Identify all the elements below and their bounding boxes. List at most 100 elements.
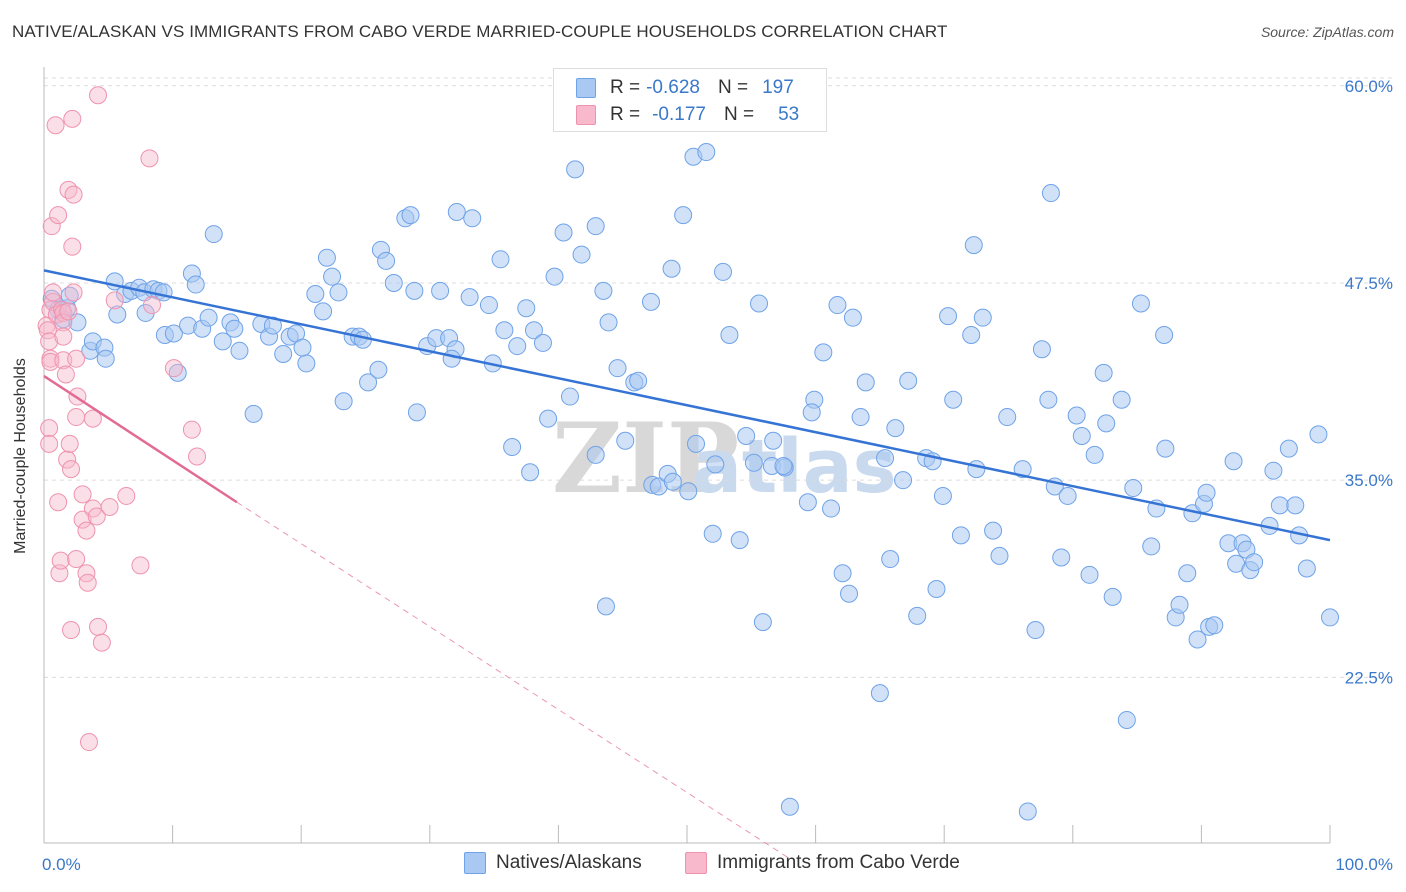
- source-label: Source: ZipAtlas.com: [1260, 24, 1394, 40]
- point-cabo-verde: [62, 621, 81, 640]
- point-natives: [1205, 616, 1224, 635]
- point-natives: [1067, 406, 1086, 425]
- point-cabo-verde: [63, 237, 82, 256]
- point-natives: [442, 349, 461, 368]
- point-natives: [533, 333, 552, 352]
- legend-r-value: -0.177: [652, 104, 706, 125]
- point-natives: [359, 373, 378, 392]
- point-natives: [164, 324, 183, 343]
- y-tick-label: 22.5%: [1345, 668, 1393, 687]
- point-natives: [744, 453, 763, 472]
- point-natives: [1245, 553, 1264, 572]
- point-natives: [662, 259, 681, 278]
- point-natives: [1279, 439, 1298, 458]
- point-natives: [1058, 486, 1077, 505]
- point-cabo-verde: [58, 450, 77, 469]
- point-natives: [944, 390, 963, 409]
- point-natives: [703, 524, 722, 543]
- point-natives: [517, 299, 536, 318]
- point-natives: [706, 455, 725, 474]
- point-natives: [1018, 802, 1037, 821]
- x-tick-label: 0.0%: [42, 855, 81, 874]
- point-natives: [554, 223, 573, 242]
- point-natives: [764, 431, 783, 450]
- point-natives: [1321, 608, 1339, 627]
- point-natives: [1270, 496, 1289, 515]
- point-natives: [230, 341, 249, 360]
- point-natives: [802, 403, 821, 422]
- point-natives: [572, 245, 591, 264]
- legend-n-value: 53: [778, 104, 800, 125]
- point-natives: [641, 292, 660, 311]
- point-cabo-verde: [59, 302, 78, 321]
- point-natives: [314, 302, 333, 321]
- point-natives: [407, 403, 426, 422]
- point-cabo-verde: [89, 617, 108, 636]
- point-natives: [586, 217, 605, 236]
- point-natives: [1097, 414, 1116, 433]
- point-natives: [730, 531, 749, 550]
- point-cabo-verde: [77, 521, 96, 540]
- point-natives: [822, 499, 841, 518]
- point-natives: [1156, 439, 1175, 458]
- y-axis-label: Married-couple Households: [12, 358, 29, 554]
- point-natives: [447, 202, 466, 221]
- point-natives: [1155, 326, 1174, 345]
- point-natives: [714, 262, 733, 281]
- point-cabo-verde: [59, 180, 78, 199]
- point-natives: [1286, 496, 1305, 515]
- point-natives: [1052, 548, 1071, 567]
- bottom-legend-cabo-verde: Immigrants from Cabo Verde: [685, 852, 960, 874]
- legend-n-label: N =: [723, 104, 755, 125]
- point-natives: [1085, 445, 1104, 464]
- point-cabo-verde: [164, 359, 183, 378]
- x-tick-label: 100.0%: [1335, 855, 1393, 874]
- point-natives: [596, 597, 615, 616]
- point-cabo-verde: [67, 408, 86, 427]
- point-natives: [539, 409, 558, 428]
- point-natives: [753, 613, 772, 632]
- point-natives: [798, 493, 817, 512]
- point-natives: [1297, 559, 1316, 578]
- legend-r-value: -0.628: [646, 77, 700, 98]
- point-natives: [186, 275, 205, 294]
- point-natives: [964, 236, 983, 255]
- point-natives: [1188, 630, 1207, 649]
- y-tick-label: 47.5%: [1345, 274, 1393, 293]
- point-cabo-verde: [77, 564, 96, 583]
- point-natives: [687, 434, 706, 453]
- trendline-natives: [43, 269, 1331, 542]
- y-tick-label: 60.0%: [1345, 77, 1393, 96]
- point-cabo-verde: [80, 733, 99, 752]
- point-natives: [369, 360, 388, 379]
- point-natives: [431, 281, 450, 300]
- point-natives: [1032, 340, 1051, 359]
- point-natives: [199, 308, 218, 327]
- point-natives: [405, 281, 424, 300]
- point-natives: [1178, 564, 1197, 583]
- point-natives: [780, 797, 799, 816]
- point-cabo-verde: [140, 149, 159, 168]
- point-natives: [908, 606, 927, 625]
- point-natives: [377, 251, 396, 270]
- point-cabo-verde: [60, 434, 79, 453]
- point-natives: [1170, 595, 1189, 614]
- point-natives: [594, 281, 613, 300]
- point-cabo-verde: [182, 420, 201, 439]
- point-natives: [1013, 460, 1032, 479]
- point-natives: [990, 546, 1009, 565]
- legend-n-label: N =: [717, 77, 749, 98]
- point-cabo-verde: [56, 365, 75, 384]
- point-natives: [697, 143, 716, 162]
- point-natives: [608, 359, 627, 378]
- point-natives: [1094, 363, 1113, 382]
- point-natives: [566, 160, 585, 179]
- point-natives: [503, 438, 522, 457]
- point-cabo-verde: [92, 633, 111, 652]
- point-natives: [750, 294, 769, 313]
- point-natives: [998, 408, 1017, 427]
- point-natives: [479, 296, 498, 315]
- point-cabo-verde: [83, 409, 102, 428]
- point-natives: [334, 392, 353, 411]
- point-cabo-verde: [67, 349, 86, 368]
